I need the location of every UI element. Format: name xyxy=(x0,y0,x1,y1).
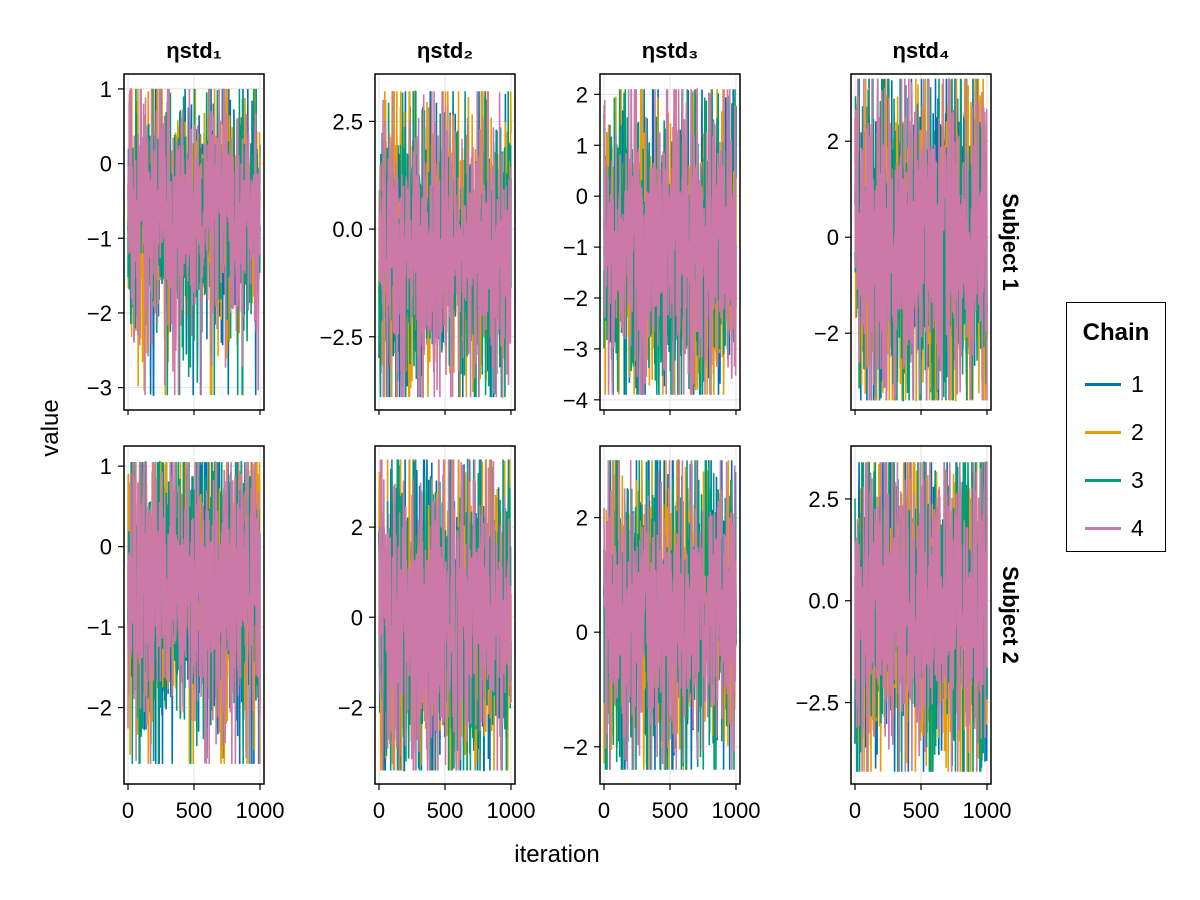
y-tick-label: 2 xyxy=(576,506,588,531)
legend-line-chain-2 xyxy=(1085,431,1121,434)
y-tick-label: 2.5 xyxy=(332,109,363,134)
y-tick-label: 1 xyxy=(100,454,112,479)
y-tick-label: 1 xyxy=(100,77,112,102)
y-tick-label: 0 xyxy=(351,605,363,630)
panel-r2-c4: 2.5 0.0 −2.5 0 500 1000 xyxy=(796,445,1012,823)
x-tick-label: 1000 xyxy=(963,798,1012,823)
legend-title: Chain xyxy=(1082,319,1150,346)
legend-line-chain-1 xyxy=(1085,383,1121,386)
column-title-4: ηstd₄ xyxy=(893,38,950,63)
x-axis-label: iteration xyxy=(514,841,599,868)
panel-r2-c2: 2 0 −2 0 500 1000 xyxy=(338,445,536,823)
x-tick-label: 1000 xyxy=(236,798,285,823)
y-tick-label: 2 xyxy=(576,82,588,107)
trace-chain-4 xyxy=(854,462,988,772)
panel-r2-c3: 2 0 −2 0 500 1000 xyxy=(563,445,761,823)
trace-chain-4 xyxy=(378,459,512,771)
y-tick-label: −1 xyxy=(563,235,588,260)
y-tick-label: 1 xyxy=(576,133,588,158)
x-tick-label: 500 xyxy=(652,798,689,823)
legend-line-chain-4 xyxy=(1085,527,1121,530)
legend-item-chain-3: 3 xyxy=(1081,465,1161,495)
legend: Chain 1 2 3 4 xyxy=(1066,302,1166,552)
y-tick-label: −3 xyxy=(563,337,588,362)
y-tick-label: −2 xyxy=(87,301,112,326)
column-title-1: ηstd₁ xyxy=(166,38,222,63)
trace-chain-4 xyxy=(378,91,512,398)
legend-label-chain-3: 3 xyxy=(1131,467,1144,493)
y-tick-label: 0 xyxy=(576,184,588,209)
trace-chain-4 xyxy=(854,78,988,401)
y-tick-label: −2 xyxy=(338,695,363,720)
legend-item-chain-1: 1 xyxy=(1081,369,1161,399)
panel-r1-c4: 2 0 −2 xyxy=(814,73,992,415)
trace-chain-4 xyxy=(603,460,737,770)
y-tick-label: 0.0 xyxy=(808,589,839,614)
legend-label-chain-4: 4 xyxy=(1131,515,1144,541)
y-tick-label: −3 xyxy=(87,376,112,401)
y-tick-label: −2 xyxy=(87,696,112,721)
panel-r1-c1: 1 0 −1 −2 −3 xyxy=(87,73,265,415)
x-tick-label: 1000 xyxy=(487,798,536,823)
row-title-2: Subject 2 xyxy=(998,566,1023,664)
x-tick-label: 0 xyxy=(373,798,385,823)
trace-chain-4 xyxy=(127,462,261,764)
y-tick-label: −2 xyxy=(563,735,588,760)
trace-chain-4 xyxy=(603,88,737,395)
panel-r1-c3: 2 1 0 −1 −2 −3 −4 xyxy=(563,73,741,415)
legend-label-chain-1: 1 xyxy=(1131,371,1144,397)
legend-item-chain-4: 4 xyxy=(1081,513,1161,543)
y-tick-label: 0 xyxy=(100,152,112,177)
y-tick-label: 2 xyxy=(827,129,839,154)
trace-chain-4 xyxy=(127,88,261,396)
x-tick-label: 0 xyxy=(122,798,134,823)
x-tick-label: 500 xyxy=(176,798,213,823)
column-title-3: ηstd₃ xyxy=(642,38,699,63)
y-tick-label: −2.5 xyxy=(796,691,839,716)
legend-line-chain-3 xyxy=(1085,479,1121,482)
y-tick-label: −1 xyxy=(87,226,112,251)
y-tick-label: 0 xyxy=(827,225,839,250)
x-tick-label: 0 xyxy=(598,798,610,823)
y-tick-label: 0 xyxy=(576,620,588,645)
x-tick-label: 500 xyxy=(427,798,464,823)
y-tick-label: −2 xyxy=(814,321,839,346)
panel-r1-c2: 2.5 0.0 −2.5 xyxy=(320,73,516,415)
x-tick-label: 500 xyxy=(903,798,940,823)
y-tick-label: 2 xyxy=(351,515,363,540)
y-tick-label: −2.5 xyxy=(320,325,363,350)
legend-item-chain-2: 2 xyxy=(1081,417,1161,447)
row-title-1: Subject 1 xyxy=(998,193,1023,291)
x-tick-label: 1000 xyxy=(712,798,761,823)
y-tick-label: −2 xyxy=(563,286,588,311)
y-tick-label: −4 xyxy=(563,388,588,413)
y-tick-label: 0 xyxy=(100,535,112,560)
y-tick-label: 0.0 xyxy=(332,217,363,242)
column-title-2: ηstd₂ xyxy=(417,38,473,63)
y-axis-label: value xyxy=(37,399,64,456)
y-tick-label: 2.5 xyxy=(808,487,839,512)
panel-r2-c1: 1 0 −1 −2 0 500 1000 xyxy=(87,445,285,823)
x-tick-label: 0 xyxy=(849,798,861,823)
legend-label-chain-2: 2 xyxy=(1131,419,1144,445)
y-tick-label: −1 xyxy=(87,615,112,640)
